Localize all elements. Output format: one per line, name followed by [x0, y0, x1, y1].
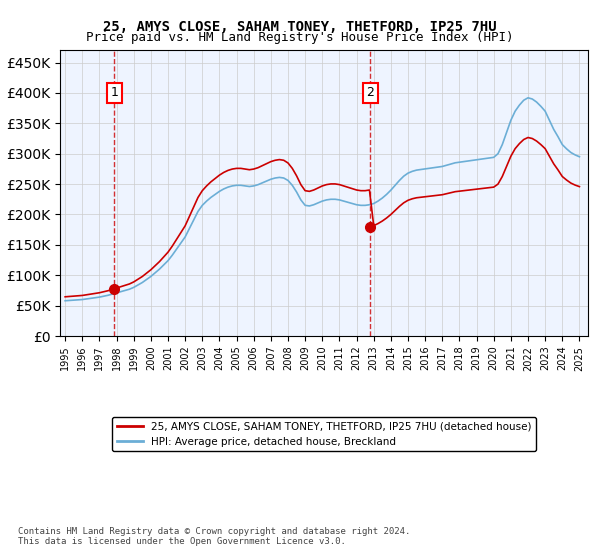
Text: 25, AMYS CLOSE, SAHAM TONEY, THETFORD, IP25 7HU: 25, AMYS CLOSE, SAHAM TONEY, THETFORD, I…: [103, 20, 497, 34]
Text: Price paid vs. HM Land Registry's House Price Index (HPI): Price paid vs. HM Land Registry's House …: [86, 31, 514, 44]
Text: 2: 2: [367, 86, 374, 100]
Text: 1: 1: [110, 86, 118, 100]
Text: Contains HM Land Registry data © Crown copyright and database right 2024.
This d: Contains HM Land Registry data © Crown c…: [18, 526, 410, 546]
Legend: 25, AMYS CLOSE, SAHAM TONEY, THETFORD, IP25 7HU (detached house), HPI: Average p: 25, AMYS CLOSE, SAHAM TONEY, THETFORD, I…: [112, 417, 536, 451]
